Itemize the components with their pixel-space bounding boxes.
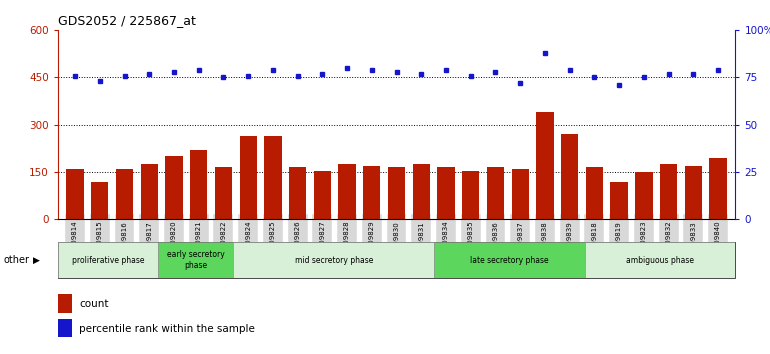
Bar: [685, 166, 702, 219]
Bar: [434, 242, 584, 278]
Text: count: count: [79, 299, 109, 309]
Bar: [58, 319, 72, 337]
Bar: [511, 169, 529, 219]
Bar: [289, 167, 306, 219]
Text: early secretory
phase: early secretory phase: [167, 251, 225, 270]
Bar: [66, 169, 84, 219]
Bar: [388, 167, 405, 219]
Bar: [611, 182, 628, 219]
Bar: [313, 171, 331, 219]
Bar: [58, 294, 72, 313]
Bar: [116, 169, 133, 219]
Bar: [339, 164, 356, 219]
Bar: [584, 242, 735, 278]
Text: other: other: [4, 255, 30, 265]
Text: GDS2052 / 225867_at: GDS2052 / 225867_at: [58, 14, 196, 27]
Bar: [586, 167, 603, 219]
Bar: [413, 164, 430, 219]
Bar: [660, 164, 678, 219]
Bar: [536, 112, 554, 219]
Bar: [239, 136, 257, 219]
Bar: [190, 150, 207, 219]
Bar: [709, 158, 727, 219]
Bar: [437, 167, 454, 219]
Bar: [166, 156, 182, 219]
Bar: [215, 167, 232, 219]
Bar: [158, 242, 233, 278]
Bar: [363, 166, 380, 219]
Bar: [233, 242, 434, 278]
Bar: [635, 172, 652, 219]
Text: mid secretory phase: mid secretory phase: [295, 256, 373, 265]
Bar: [91, 182, 109, 219]
Bar: [561, 134, 578, 219]
Bar: [141, 164, 158, 219]
Bar: [58, 242, 158, 278]
Text: ambiguous phase: ambiguous phase: [626, 256, 694, 265]
Bar: [264, 136, 282, 219]
Text: proliferative phase: proliferative phase: [72, 256, 144, 265]
Bar: [462, 171, 480, 219]
Text: percentile rank within the sample: percentile rank within the sample: [79, 324, 255, 334]
Bar: [487, 167, 504, 219]
Text: ▶: ▶: [33, 256, 40, 265]
Text: late secretory phase: late secretory phase: [470, 256, 549, 265]
